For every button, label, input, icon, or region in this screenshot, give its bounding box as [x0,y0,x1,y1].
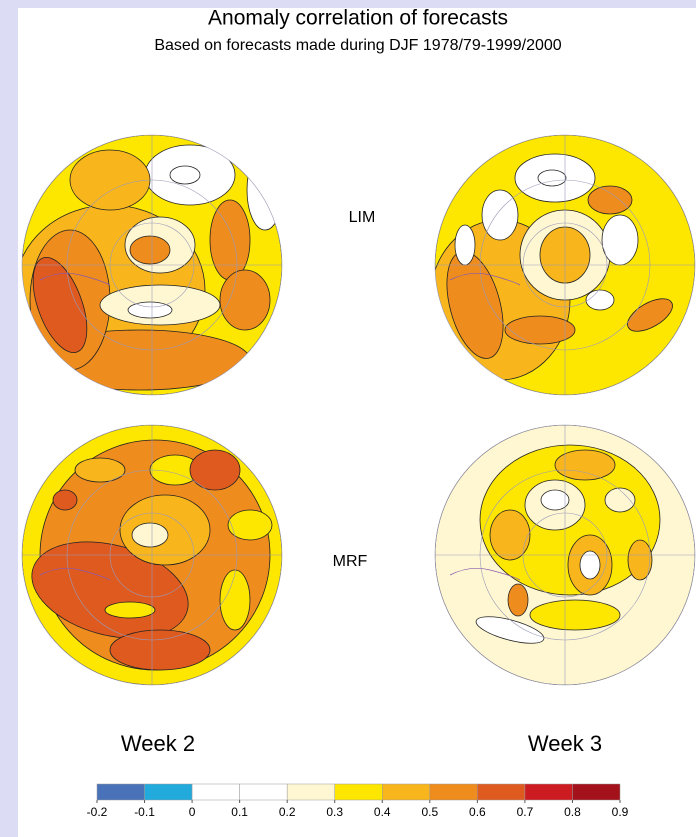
contour-region [190,450,240,490]
contour-region [490,510,530,560]
contour-region [130,236,170,264]
contour-region [105,602,155,618]
contour-region [128,302,172,318]
colorbar-bin [240,784,288,800]
contour-region [586,290,614,310]
row-label: LIM [349,209,376,226]
contour-region [530,600,620,630]
contour-region [482,190,518,240]
colorbar-tick-label: 0.6 [469,805,486,819]
contour-region [588,186,632,214]
contour-region [508,584,528,616]
colorbar-bin [430,784,478,800]
column-label: Week 3 [528,731,602,756]
contour-region [110,630,210,670]
colorbar-tick-label: 0.9 [612,805,629,819]
colorbar-bin [382,784,430,800]
title: Anomaly correlation of forecasts [208,7,508,30]
contour-region [132,523,168,547]
contour-region [555,450,615,480]
colorbar-tick-label: -0.1 [134,805,155,819]
colorbar-tick-label: 0 [189,805,196,819]
contour-region [70,150,150,210]
column-label: Week 2 [121,731,195,756]
colorbar-bin [192,784,240,800]
colorbar-bin [477,784,525,800]
colorbar-tick-label: 0.4 [374,805,391,819]
colorbar-tick-label: -0.2 [87,805,108,819]
contour-region [220,570,250,630]
colorbar-tick-label: 0.3 [326,805,343,819]
colorbar-tick-label: 0.1 [231,805,248,819]
contour-region [628,540,652,580]
colorbar-bin [572,784,620,800]
contour-region [220,270,270,330]
contour-region [505,316,575,344]
colorbar-bin [97,784,145,800]
panel-background [18,8,696,837]
colorbar-bin [287,784,335,800]
contour-region [538,170,566,186]
contour-region [455,225,475,265]
colorbar-bin [145,784,193,800]
page: {"header": {"title": "Anomaly correlatio… [0,0,696,837]
colorbar-tick-label: 0.2 [279,805,296,819]
colorbar-tick-label: 0.8 [564,805,581,819]
subtitle: Based on forecasts made during DJF 1978/… [154,37,561,54]
colorbar-bin [525,784,573,800]
contour-region [602,215,638,265]
contour-region [605,488,635,512]
colorbar-bin [335,784,383,800]
contour-region [53,490,77,510]
contour-region [75,458,125,482]
row-label: MRF [333,553,368,570]
colorbar-tick-label: 0.5 [421,805,438,819]
contour-region [210,200,250,280]
colorbar-tick-label: 0.7 [517,805,534,819]
contour-region [170,166,200,184]
figure: Anomaly correlation of forecasts Based o… [0,0,696,837]
